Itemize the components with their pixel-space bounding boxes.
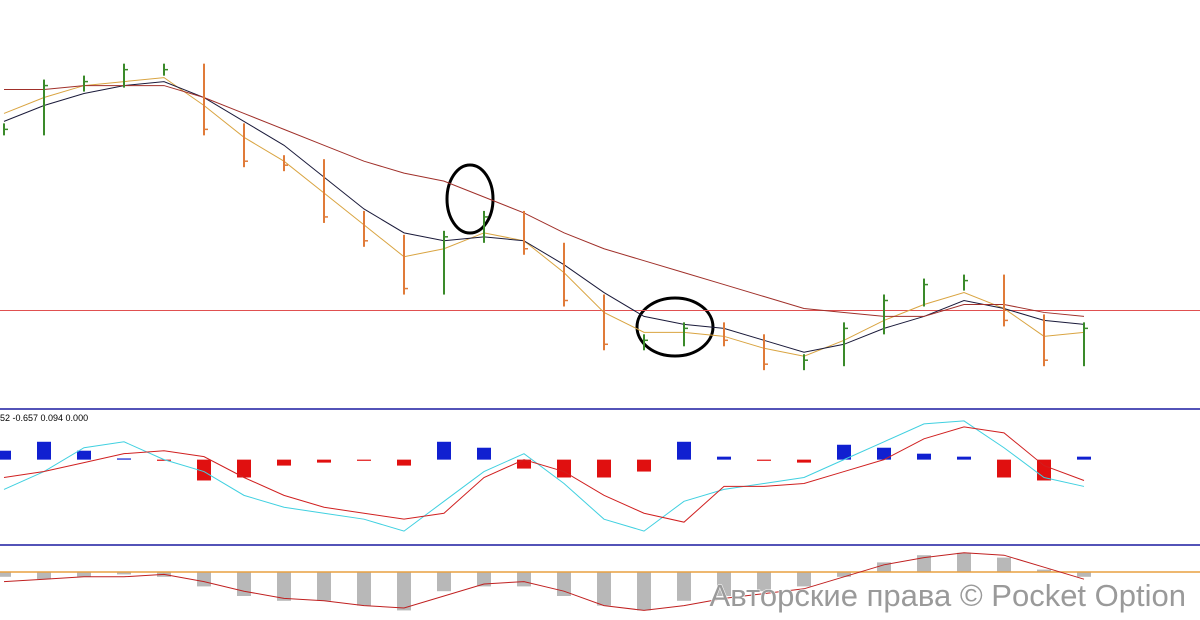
histogram-bar [77,450,91,460]
histogram-bar [397,459,411,466]
histogram-bar [997,459,1011,478]
histogram-bar [197,572,211,587]
histogram-bar [797,572,811,587]
histogram-bar [557,572,571,596]
histogram-bar [477,572,491,587]
histogram-bar [157,459,171,461]
histogram-bar [877,447,891,460]
histogram-bar [117,458,131,460]
highlight-circle [635,296,715,358]
histogram-bar [437,572,451,592]
histogram-bar [957,456,971,460]
histogram-bar [317,459,331,463]
histogram-bar [837,572,851,577]
histogram-bar [917,453,931,460]
histogram-bar [197,459,211,481]
moving-average [3,81,1085,353]
histogram-bar [357,459,371,461]
histogram-bar [997,557,1011,572]
histogram-bar [797,459,811,463]
histogram-bar [677,572,691,601]
histogram-bar [1077,456,1091,460]
histogram-bar [717,456,731,460]
histogram-bar [317,572,331,601]
indicator-label: 52 -0.657 0.094 0.000 [0,413,88,423]
histogram-bar [0,450,11,460]
histogram-bar [557,459,571,478]
histogram-bar [517,572,531,587]
histogram-bar [677,441,691,460]
histogram-bar [757,459,771,461]
histogram-bar [37,441,51,460]
moving-average [3,77,1085,357]
histogram-bar [517,459,531,469]
histogram-bar [237,459,251,478]
highlight-circle [445,163,495,235]
histogram-bar [917,555,931,572]
histogram-bar [0,572,11,577]
histogram-bar [77,572,91,577]
histogram-bar [717,572,731,596]
histogram-bar [957,552,971,572]
indicator-line [3,426,1085,523]
histogram-bar [117,572,131,575]
indicator-line [3,420,1085,532]
histogram-bar [1037,569,1051,572]
moving-average [4,85,1085,317]
histogram-bar [477,447,491,460]
histogram-bar [37,572,51,580]
histogram-bar [357,572,371,606]
histogram-bar [597,459,611,478]
histogram-bar [837,444,851,460]
histogram-bar [637,459,651,472]
histogram-bar [397,572,411,611]
histogram-bar [437,441,451,460]
histogram-bar [637,572,651,611]
histogram-bar [757,572,771,592]
histogram-bar [877,562,891,572]
histogram-bar [277,572,291,601]
watermark: Авторские права © Pocket Option [710,578,1186,613]
histogram-bar [1077,572,1091,577]
histogram-bar [277,459,291,466]
indicator-line [3,552,1085,611]
histogram-bar [597,572,611,606]
